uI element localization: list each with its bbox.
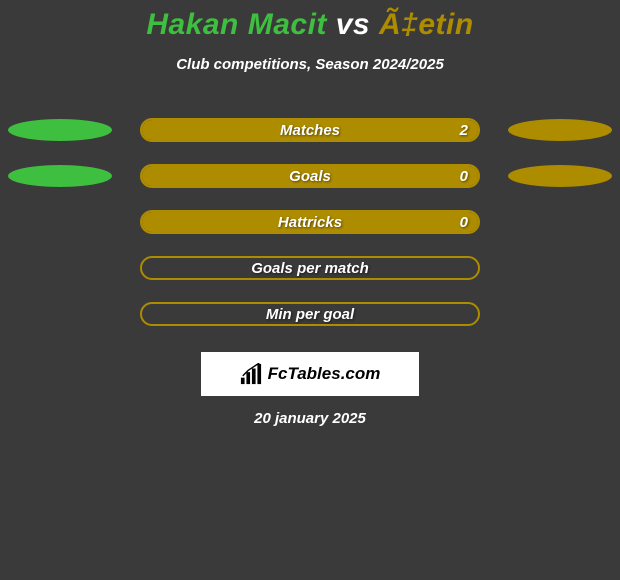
stat-bar: Matches2 [140, 118, 480, 142]
logo-box: FcTables.com [201, 352, 419, 396]
player1-name: Hakan Macit [146, 8, 327, 41]
left-oval [8, 165, 112, 187]
fctables-icon [240, 363, 262, 385]
stat-label: Matches [142, 120, 478, 140]
date-text: 20 january 2025 [0, 410, 620, 427]
stat-label: Goals per match [142, 258, 478, 278]
stat-row: Matches2 [0, 111, 620, 157]
stat-value-right: 0 [460, 212, 468, 232]
stat-row: Hattricks0 [0, 203, 620, 249]
stat-bar: Min per goal [140, 302, 480, 326]
stat-value-right: 2 [460, 120, 468, 140]
stat-bar: Hattricks0 [140, 210, 480, 234]
subtitle: Club competitions, Season 2024/2025 [0, 56, 620, 73]
right-oval [508, 119, 612, 141]
stat-row: Min per goal [0, 295, 620, 341]
stats-rows: Matches2Goals0Hattricks0Goals per matchM… [0, 111, 620, 341]
stat-row: Goals per match [0, 249, 620, 295]
stat-label: Goals [142, 166, 478, 186]
page-title: Hakan Macit vs Ã‡etin [0, 0, 620, 42]
stat-value-right: 0 [460, 166, 468, 186]
stat-row: Goals0 [0, 157, 620, 203]
stat-bar: Goals per match [140, 256, 480, 280]
stat-label: Min per goal [142, 304, 478, 324]
vs-text: vs [336, 8, 370, 41]
left-oval [8, 119, 112, 141]
comparison-infographic: Hakan Macit vs Ã‡etin Club competitions,… [0, 0, 620, 580]
right-oval [508, 165, 612, 187]
stat-bar: Goals0 [140, 164, 480, 188]
player2-name: Ã‡etin [379, 8, 474, 41]
logo-text: FcTables.com [268, 364, 381, 384]
stat-label: Hattricks [142, 212, 478, 232]
